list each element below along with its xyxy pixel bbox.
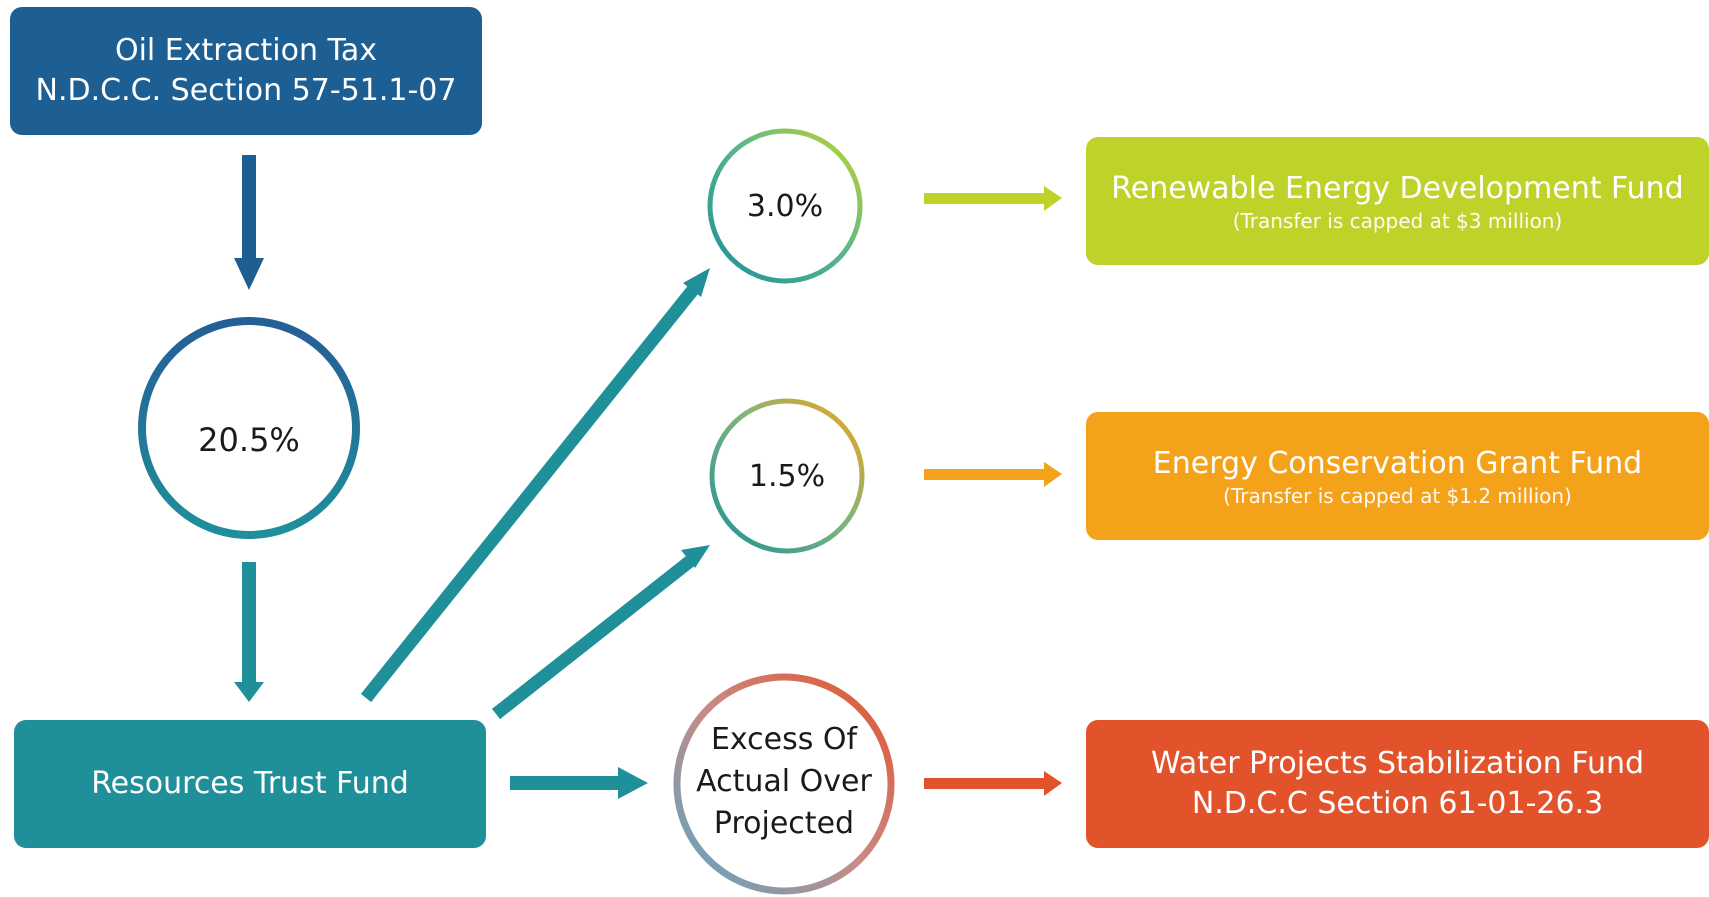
excess-label-line-1: Excess Of	[710, 722, 858, 757]
excess-label-line-3: Projected	[713, 806, 855, 841]
oil-extraction-tax-title: Oil Extraction Tax	[114, 33, 377, 68]
split-3-0-label: 3.0%	[746, 188, 824, 224]
arrow-split-to-trust	[234, 562, 264, 702]
renewable-energy-fund-title: Renewable Energy Development Fund	[1111, 171, 1684, 206]
arrow-trust-to-excess	[510, 767, 648, 799]
resources-trust-fund-label: Resources Trust Fund	[91, 766, 409, 801]
energy-conservation-fund-note: (Transfer is capped at $1.2 million)	[1223, 484, 1572, 508]
split-1-5-label: 1.5%	[748, 458, 826, 494]
oil-extraction-tax-box: Oil Extraction Tax N.D.C.C. Section 57-5…	[10, 7, 482, 135]
excess-label-line-2: Actual Over	[696, 764, 872, 799]
circle-3-0	[707, 128, 863, 284]
water-projects-fund-box: Water Projects Stabilization Fund N.D.C.…	[1086, 720, 1709, 848]
water-projects-fund-title: Water Projects Stabilization Fund	[1150, 746, 1645, 781]
energy-conservation-fund-title: Energy Conservation Grant Fund	[1152, 446, 1643, 481]
resources-trust-fund-box: Resources Trust Fund	[14, 720, 486, 848]
arrow-3-0-to-red	[924, 186, 1062, 211]
oil-extraction-tax-section: N.D.C.C. Section 57-51.1-07	[35, 73, 457, 108]
arrow-trust-to-1-5	[491, 545, 710, 720]
circle-20-5	[138, 317, 360, 539]
excess-label: Excess Of Actual Over Projected	[672, 670, 896, 894]
arrow-1-5-to-ecg	[924, 462, 1062, 487]
split-20-5-label: 20.5%	[198, 421, 300, 459]
arrow-oil-to-split	[234, 155, 264, 290]
arrow-excess-to-wps	[924, 771, 1062, 796]
renewable-energy-fund-note: (Transfer is capped at $3 million)	[1232, 209, 1563, 233]
energy-conservation-fund-box: Energy Conservation Grant Fund (Transfer…	[1086, 412, 1709, 540]
renewable-energy-fund-box: Renewable Energy Development Fund (Trans…	[1086, 137, 1709, 265]
water-projects-fund-section: N.D.C.C Section 61-01-26.3	[1191, 786, 1604, 821]
circle-1-5	[709, 398, 865, 554]
circle-excess	[673, 673, 895, 895]
arrow-trust-to-3-0	[360, 268, 710, 703]
